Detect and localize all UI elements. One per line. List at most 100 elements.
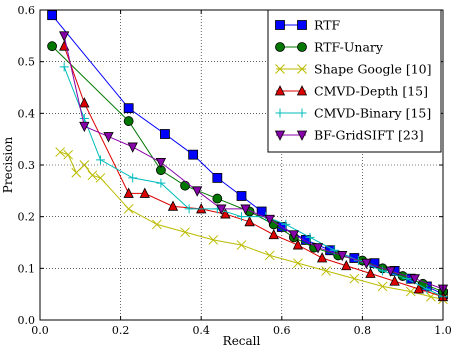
data-point [192, 186, 203, 197]
legend-marker [296, 85, 308, 96]
data-point [47, 41, 57, 52]
series-layer [47, 10, 449, 305]
series-line [63, 45, 444, 298]
data-point [123, 204, 134, 214]
data-point [180, 180, 190, 191]
data-point [409, 274, 420, 285]
axis-ticks: 0.0 0.2 0.4 0.6 0.8 1.0 0.0 0.1 0.2 0.3 0.4 0.5 0.6 [18, 4, 452, 337]
legend-marker [297, 64, 307, 74]
y-tick-label: 0.6 [18, 4, 36, 17]
data-point [79, 160, 90, 170]
data-point [293, 258, 303, 269]
x-tick-label: 0.8 [354, 324, 372, 337]
y-tick-label: 0.4 [18, 107, 36, 120]
x-tick-label: 0.2 [112, 324, 130, 337]
legend-marker [274, 130, 286, 141]
series-2 [55, 147, 448, 305]
legend-label: RTF-Unary [314, 40, 384, 55]
legend-entry: CMVD-Binary [15] [275, 106, 431, 121]
data-point [123, 187, 134, 198]
series-5 [59, 31, 449, 295]
data-point [160, 129, 170, 139]
series-3 [59, 40, 449, 302]
data-point [365, 267, 376, 278]
x-tick-label: 0.0 [31, 324, 49, 337]
legend-marker [275, 108, 285, 118]
data-point [95, 173, 106, 183]
legend: RTF RTF-Unary Shape Google [10] CMVD-Depth … [267, 9, 442, 153]
data-point [87, 170, 98, 181]
y-tick-label: 0.3 [18, 159, 36, 172]
y-tick-label: 0.1 [18, 262, 36, 275]
data-point [264, 214, 275, 226]
data-point [95, 155, 105, 165]
y-tick-label: 0.0 [18, 314, 36, 327]
legend-entry: CMVD-Depth [15] [274, 84, 428, 99]
x-tick-label: 1.0 [434, 324, 452, 337]
y-axis-title: Precision [1, 137, 15, 194]
legend-marker [274, 85, 286, 96]
data-point [389, 275, 400, 286]
x-tick-label: 0.6 [273, 324, 291, 337]
data-point [71, 167, 82, 178]
data-point [288, 230, 300, 241]
legend-marker [275, 64, 285, 74]
legend-entry: RTF [275, 18, 341, 33]
data-point [59, 31, 70, 42]
data-point [128, 173, 138, 183]
legend-entry: RTF-Unary [275, 40, 384, 55]
legend-marker [275, 20, 285, 30]
data-point [180, 227, 190, 238]
data-point [361, 258, 372, 270]
data-point [385, 266, 396, 277]
data-point [208, 235, 219, 245]
data-point [237, 212, 246, 222]
data-point [349, 273, 360, 284]
data-point [79, 97, 90, 108]
legend-marker [297, 20, 307, 30]
data-point [63, 149, 74, 160]
y-tick-label: 0.5 [18, 56, 36, 69]
data-point [316, 252, 328, 263]
data-point [240, 204, 251, 215]
data-point [264, 250, 275, 261]
data-point [79, 121, 90, 133]
legend-marker [297, 108, 307, 118]
series-line [63, 35, 444, 290]
data-point [212, 193, 223, 204]
legend-marker [275, 42, 285, 52]
data-point [341, 259, 352, 271]
legend-label: CMVD-Depth [15] [314, 84, 428, 99]
data-point [212, 173, 223, 183]
data-point [156, 178, 166, 188]
data-point [123, 116, 134, 126]
x-axis-title: Recall [223, 334, 261, 348]
data-point [292, 239, 304, 250]
legend-label: CMVD-Binary [15] [314, 106, 431, 121]
data-point [413, 283, 424, 294]
data-point [422, 284, 432, 294]
data-point [127, 142, 138, 153]
legend-label: RTF [314, 18, 341, 33]
data-point [59, 62, 69, 72]
data-point [236, 191, 247, 201]
x-tick-label: 0.4 [192, 324, 210, 337]
data-point [188, 149, 199, 160]
data-point [305, 232, 315, 242]
data-point [405, 286, 416, 297]
y-tick-label: 0.2 [18, 211, 36, 224]
data-point [268, 228, 279, 240]
data-point [103, 132, 114, 143]
data-point [184, 204, 194, 214]
data-point [167, 200, 179, 211]
data-point [321, 266, 331, 276]
data-point [312, 243, 324, 254]
data-point [244, 215, 255, 227]
data-point [236, 240, 247, 250]
data-point [281, 219, 291, 229]
legend-entry: BF-GridSIFT [23] [274, 128, 424, 143]
legend-marker [296, 130, 308, 141]
data-point [220, 208, 231, 219]
data-point [155, 158, 167, 169]
